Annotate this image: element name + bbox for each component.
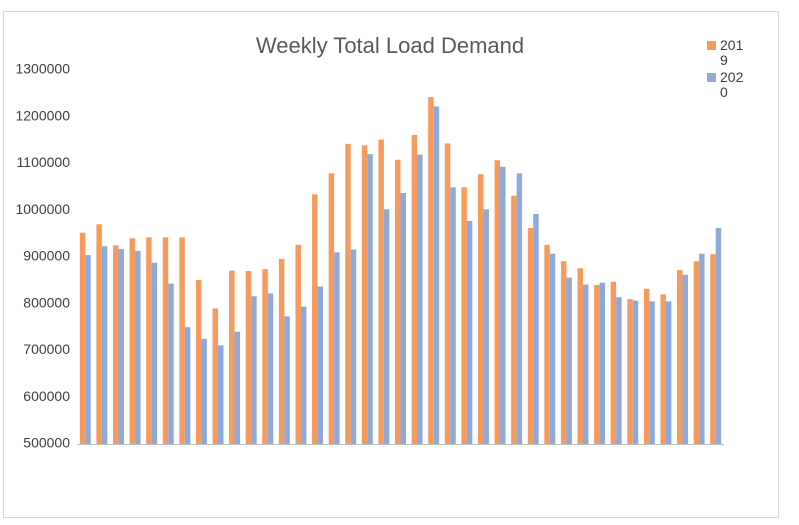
bar (594, 285, 600, 444)
y-tick-label: 600000 (23, 388, 70, 404)
legend-label: 2020 (720, 69, 744, 100)
legend-item: 2020 (706, 70, 746, 100)
y-tick-label: 1200000 (15, 107, 70, 123)
bar (516, 173, 523, 444)
bar (544, 244, 550, 444)
bar (477, 174, 484, 444)
legend-label: 2019 (720, 37, 744, 68)
bar (411, 134, 418, 445)
bar (229, 270, 235, 444)
bar (461, 187, 467, 444)
y-tick-label: 700000 (23, 341, 70, 357)
bar (527, 228, 534, 444)
bar (184, 327, 191, 444)
bar (444, 143, 451, 444)
bar (643, 288, 650, 444)
bar (466, 221, 473, 444)
legend-swatch (707, 41, 716, 50)
y-tick-label: 900000 (23, 248, 70, 264)
bar (577, 268, 583, 444)
y-tick-label: 500000 (23, 435, 70, 451)
y-tick-label: 1300000 (15, 61, 70, 77)
bar (710, 254, 716, 444)
bar (234, 331, 241, 444)
bar (129, 238, 136, 444)
chart-title: Weekly Total Load Demand (256, 33, 524, 58)
bar (632, 300, 639, 444)
bar (400, 192, 406, 444)
bar (699, 253, 705, 444)
bar (361, 145, 368, 444)
bar (251, 296, 257, 444)
bar (312, 194, 318, 444)
bar (560, 261, 567, 444)
bar (317, 286, 324, 444)
bar (328, 173, 335, 444)
bar (79, 232, 86, 444)
bar (582, 284, 589, 444)
bar (417, 154, 423, 444)
bar (101, 246, 108, 444)
y-tick-label: 800000 (23, 294, 70, 310)
bar (350, 249, 357, 444)
bar (511, 195, 517, 444)
bar (494, 160, 501, 445)
bar (284, 316, 290, 444)
bar (549, 253, 556, 444)
bar (118, 249, 124, 444)
bar (715, 228, 722, 444)
bar (151, 262, 158, 444)
bar (201, 338, 207, 444)
bar (428, 97, 434, 445)
legend-item: 2019 (706, 38, 746, 68)
bar (262, 269, 268, 444)
bar (179, 237, 185, 444)
bar (533, 213, 539, 444)
bar (660, 294, 666, 444)
bar (610, 281, 617, 444)
bar (212, 308, 219, 444)
bar (300, 306, 307, 444)
bar (665, 301, 672, 444)
bar (616, 297, 622, 444)
bar (378, 139, 384, 444)
bar (345, 143, 351, 445)
bar (135, 250, 141, 444)
legend: 2019 2020 (706, 38, 746, 102)
bar (85, 255, 91, 444)
bar (168, 283, 174, 444)
bar (334, 252, 340, 444)
bar (395, 159, 401, 444)
bar (278, 258, 285, 444)
bar (383, 209, 390, 444)
bar (500, 166, 506, 444)
bar (677, 270, 683, 444)
bar (367, 154, 373, 444)
bar (112, 245, 119, 444)
bar (483, 209, 489, 444)
bar (599, 282, 606, 444)
bar (450, 187, 456, 444)
bar (218, 345, 224, 444)
bar (245, 271, 252, 444)
bar (295, 244, 301, 444)
bar (433, 106, 440, 444)
bar (627, 299, 633, 444)
bar (96, 224, 102, 444)
bar (566, 277, 572, 444)
bar (267, 293, 274, 444)
bar (649, 301, 655, 444)
y-tick-label: 1100000 (17, 154, 71, 170)
bar (195, 279, 202, 444)
bar (146, 237, 152, 444)
y-tick-label: 1000000 (15, 201, 70, 217)
bar (693, 261, 700, 444)
bar (682, 274, 689, 444)
legend-swatch (707, 73, 716, 82)
bar (162, 237, 169, 444)
